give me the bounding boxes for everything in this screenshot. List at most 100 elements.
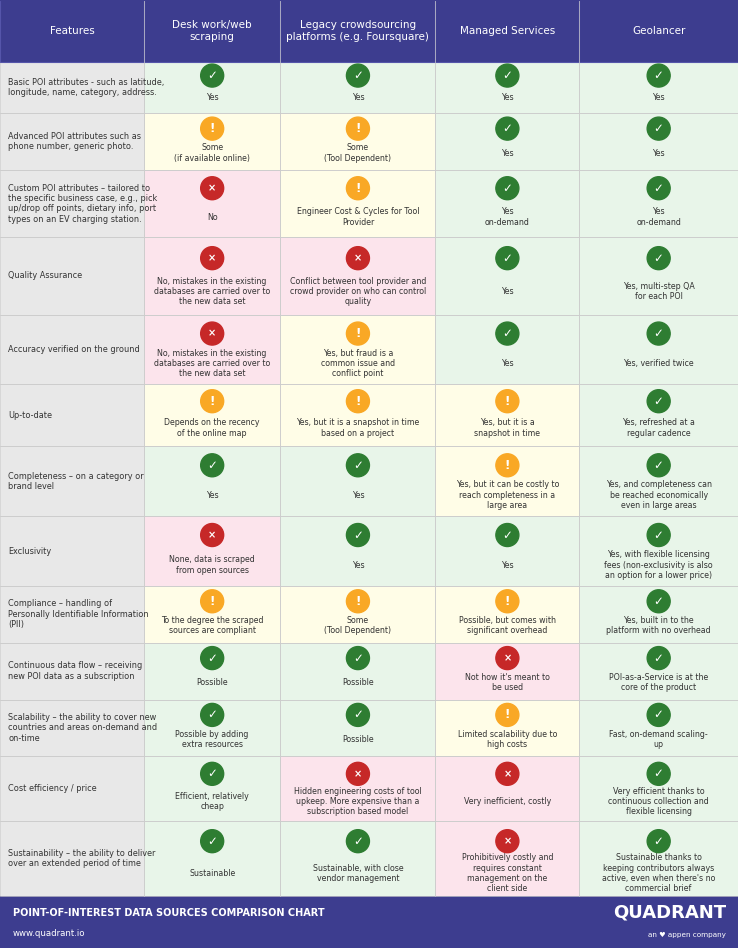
- FancyBboxPatch shape: [280, 757, 435, 821]
- Text: Possible: Possible: [342, 735, 373, 744]
- Text: ×: ×: [208, 329, 216, 338]
- Text: Yes: Yes: [501, 560, 514, 570]
- FancyBboxPatch shape: [0, 700, 144, 757]
- FancyBboxPatch shape: [579, 757, 738, 821]
- Circle shape: [201, 322, 224, 345]
- Circle shape: [496, 454, 519, 477]
- FancyBboxPatch shape: [280, 700, 435, 757]
- Text: Up-to-date: Up-to-date: [8, 411, 52, 420]
- Text: None, data is scraped
from open sources: None, data is scraped from open sources: [169, 556, 255, 574]
- Text: ×: ×: [503, 653, 511, 663]
- FancyBboxPatch shape: [280, 237, 435, 315]
- Text: Custom POI attributes – tailored to
the specific business case, e.g., pick
up/dr: Custom POI attributes – tailored to the …: [8, 184, 157, 224]
- Text: QUADRANT: QUADRANT: [613, 903, 726, 921]
- FancyBboxPatch shape: [435, 821, 579, 896]
- FancyBboxPatch shape: [0, 447, 144, 517]
- Text: Very efficient thanks to
continuous collection and
flexible licensing: Very efficient thanks to continuous coll…: [608, 787, 709, 816]
- Text: www.quadrant.io: www.quadrant.io: [13, 929, 86, 938]
- Text: Yes: Yes: [351, 560, 365, 570]
- Circle shape: [647, 64, 670, 87]
- FancyBboxPatch shape: [0, 62, 144, 113]
- FancyBboxPatch shape: [0, 896, 738, 948]
- Circle shape: [346, 64, 370, 87]
- Text: ✓: ✓: [503, 251, 512, 264]
- FancyBboxPatch shape: [579, 385, 738, 447]
- Text: ✓: ✓: [353, 459, 363, 472]
- Text: !: !: [355, 327, 361, 340]
- FancyBboxPatch shape: [579, 113, 738, 170]
- Text: Yes, refreshed at a
regular cadence: Yes, refreshed at a regular cadence: [622, 418, 695, 438]
- FancyBboxPatch shape: [280, 586, 435, 643]
- Text: ✓: ✓: [353, 708, 363, 721]
- Text: !: !: [210, 394, 215, 408]
- Text: ×: ×: [208, 183, 216, 193]
- Text: Hidden engineering costs of tool
upkeep. More expensive than a
subscription base: Hidden engineering costs of tool upkeep.…: [294, 787, 422, 816]
- Text: ✓: ✓: [503, 327, 512, 340]
- FancyBboxPatch shape: [0, 821, 144, 896]
- Text: ×: ×: [208, 530, 216, 540]
- Text: Limited scalability due to
high costs: Limited scalability due to high costs: [458, 730, 557, 749]
- FancyBboxPatch shape: [280, 821, 435, 896]
- Text: Cost efficiency / price: Cost efficiency / price: [8, 784, 97, 793]
- Circle shape: [496, 830, 519, 852]
- Text: ×: ×: [503, 836, 511, 847]
- Text: POINT-OF-INTEREST DATA SOURCES COMPARISON CHART: POINT-OF-INTEREST DATA SOURCES COMPARISO…: [13, 907, 325, 918]
- Circle shape: [201, 703, 224, 726]
- Circle shape: [346, 703, 370, 726]
- FancyBboxPatch shape: [435, 700, 579, 757]
- Text: Sustainable: Sustainable: [189, 869, 235, 878]
- Text: Conflict between tool provider and
crowd provider on who can control
quality: Conflict between tool provider and crowd…: [290, 277, 426, 306]
- FancyBboxPatch shape: [435, 0, 579, 62]
- Text: Possible: Possible: [196, 678, 228, 687]
- Text: Advanced POI attributes such as
phone number, generic photo.: Advanced POI attributes such as phone nu…: [8, 132, 141, 152]
- Text: ✓: ✓: [353, 529, 363, 541]
- Text: ×: ×: [503, 769, 511, 779]
- Text: Yes, but it is a
snapshot in time: Yes, but it is a snapshot in time: [475, 418, 540, 438]
- FancyBboxPatch shape: [280, 385, 435, 447]
- FancyBboxPatch shape: [144, 170, 280, 237]
- Text: Yes: Yes: [652, 149, 665, 157]
- FancyBboxPatch shape: [0, 237, 144, 315]
- FancyBboxPatch shape: [435, 586, 579, 643]
- Text: ✓: ✓: [654, 69, 663, 82]
- FancyBboxPatch shape: [280, 113, 435, 170]
- FancyBboxPatch shape: [144, 62, 280, 113]
- Text: Features: Features: [49, 26, 94, 36]
- FancyBboxPatch shape: [280, 62, 435, 113]
- FancyBboxPatch shape: [280, 0, 435, 62]
- FancyBboxPatch shape: [144, 586, 280, 643]
- Circle shape: [647, 523, 670, 546]
- FancyBboxPatch shape: [435, 170, 579, 237]
- Text: ✓: ✓: [353, 834, 363, 848]
- Text: POI-as-a-Service is at the
core of the product: POI-as-a-Service is at the core of the p…: [609, 673, 708, 692]
- Text: Desk work/web
scraping: Desk work/web scraping: [173, 20, 252, 42]
- Circle shape: [201, 590, 224, 612]
- FancyBboxPatch shape: [579, 447, 738, 517]
- FancyBboxPatch shape: [0, 170, 144, 237]
- Text: No, mistakes in the existing
databases are carried over to
the new data set: No, mistakes in the existing databases a…: [154, 277, 270, 306]
- Text: ✓: ✓: [654, 251, 663, 264]
- Circle shape: [201, 64, 224, 87]
- Text: Some
(Tool Dependent): Some (Tool Dependent): [325, 143, 391, 163]
- FancyBboxPatch shape: [0, 517, 144, 586]
- Text: ✓: ✓: [207, 651, 217, 665]
- FancyBboxPatch shape: [579, 0, 738, 62]
- Text: Yes: Yes: [206, 93, 218, 102]
- Circle shape: [346, 762, 370, 785]
- FancyBboxPatch shape: [435, 517, 579, 586]
- Text: !: !: [355, 182, 361, 194]
- Text: Yes: Yes: [351, 491, 365, 500]
- FancyBboxPatch shape: [0, 643, 144, 700]
- Circle shape: [346, 454, 370, 477]
- FancyBboxPatch shape: [579, 586, 738, 643]
- FancyBboxPatch shape: [435, 385, 579, 447]
- Text: ✓: ✓: [654, 182, 663, 194]
- Text: ✓: ✓: [207, 834, 217, 848]
- Text: Yes, but it can be costly to
reach completeness in a
large area: Yes, but it can be costly to reach compl…: [455, 481, 559, 510]
- FancyBboxPatch shape: [579, 170, 738, 237]
- Circle shape: [346, 176, 370, 200]
- Circle shape: [201, 390, 224, 412]
- Circle shape: [201, 246, 224, 269]
- Circle shape: [647, 830, 670, 852]
- Text: Yes, verified twice: Yes, verified twice: [624, 359, 694, 368]
